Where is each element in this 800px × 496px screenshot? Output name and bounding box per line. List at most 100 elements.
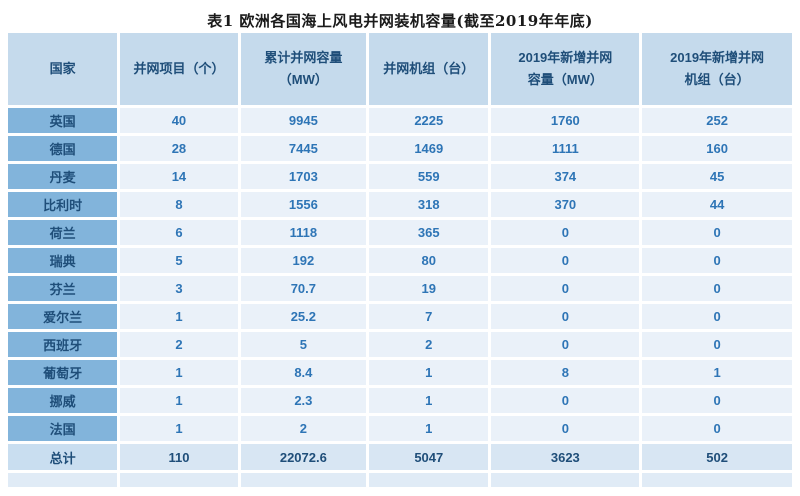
- table-row: 挪威 1 2.3 1 0 0: [8, 388, 792, 413]
- partial-cell: [642, 473, 792, 487]
- partial-cell: [120, 473, 238, 487]
- value-cell: 70.7: [240, 276, 367, 301]
- value-cell: 40: [120, 108, 238, 133]
- table-body: 英国 40 9945 2225 1760 252 德国 28 7445 1469 1111 160 丹麦…: [8, 108, 792, 487]
- header-cell-2: 累计并网容量 （MW）: [240, 33, 367, 105]
- total-value-cell: 5047: [369, 444, 489, 470]
- country-cell: 比利时: [8, 192, 118, 217]
- value-cell: 0: [491, 304, 640, 329]
- value-cell: 1: [120, 304, 238, 329]
- value-cell: 365: [369, 220, 489, 245]
- value-cell: 5: [240, 332, 367, 357]
- value-cell: 2225: [369, 108, 489, 133]
- table-row: 英国 40 9945 2225 1760 252: [8, 108, 792, 133]
- value-cell: 2: [120, 332, 238, 357]
- table-row: 法国 1 2 1 0 0: [8, 416, 792, 441]
- value-cell: 44: [642, 192, 792, 217]
- country-cell: 西班牙: [8, 332, 118, 357]
- value-cell: 252: [642, 108, 792, 133]
- value-cell: 8.4: [240, 360, 367, 385]
- value-cell: 8: [120, 192, 238, 217]
- header-cell-1: 并网项目（个）: [120, 33, 238, 105]
- header-cell-4: 2019年新增并网 容量（MW）: [491, 33, 640, 105]
- total-value-cell: 110: [120, 444, 238, 470]
- partial-cell: [491, 473, 640, 487]
- table-row: 德国 28 7445 1469 1111 160: [8, 136, 792, 161]
- table-header: 国家 并网项目（个） 累计并网容量 （MW） 并网机组（台） 2019年新增并网 容量（…: [8, 33, 792, 105]
- header-cell-5: 2019年新增并网 机组（台）: [642, 33, 792, 105]
- partial-cutoff-row: [8, 473, 792, 487]
- header-cell-0: 国家: [8, 33, 118, 105]
- value-cell: 1703: [240, 164, 367, 189]
- value-cell: 2: [240, 416, 367, 441]
- value-cell: 80: [369, 248, 489, 273]
- value-cell: 1556: [240, 192, 367, 217]
- value-cell: 7: [369, 304, 489, 329]
- value-cell: 6: [120, 220, 238, 245]
- table-row: 爱尔兰 1 25.2 7 0 0: [8, 304, 792, 329]
- country-cell: 法国: [8, 416, 118, 441]
- total-row: 总计 110 22072.6 5047 3623 502: [8, 444, 792, 470]
- value-cell: 2.3: [240, 388, 367, 413]
- value-cell: 1: [120, 416, 238, 441]
- value-cell: 160: [642, 136, 792, 161]
- value-cell: 0: [491, 220, 640, 245]
- total-value-cell: 502: [642, 444, 792, 470]
- value-cell: 0: [642, 388, 792, 413]
- value-cell: 3: [120, 276, 238, 301]
- value-cell: 1: [369, 360, 489, 385]
- total-value-cell: 3623: [491, 444, 640, 470]
- value-cell: 2: [369, 332, 489, 357]
- value-cell: 14: [120, 164, 238, 189]
- table-row: 比利时 8 1556 318 370 44: [8, 192, 792, 217]
- value-cell: 0: [642, 248, 792, 273]
- value-cell: 19: [369, 276, 489, 301]
- wind-power-table: 国家 并网项目（个） 累计并网容量 （MW） 并网机组（台） 2019年新增并网 容量（…: [5, 30, 795, 490]
- value-cell: 7445: [240, 136, 367, 161]
- value-cell: 0: [642, 332, 792, 357]
- country-cell: 挪威: [8, 388, 118, 413]
- country-cell: 德国: [8, 136, 118, 161]
- value-cell: 45: [642, 164, 792, 189]
- value-cell: 0: [491, 416, 640, 441]
- value-cell: 1118: [240, 220, 367, 245]
- value-cell: 0: [491, 332, 640, 357]
- country-cell: 爱尔兰: [8, 304, 118, 329]
- value-cell: 0: [491, 388, 640, 413]
- value-cell: 0: [642, 276, 792, 301]
- country-cell: 英国: [8, 108, 118, 133]
- value-cell: 25.2: [240, 304, 367, 329]
- country-cell: 葡萄牙: [8, 360, 118, 385]
- value-cell: 0: [491, 276, 640, 301]
- value-cell: 0: [642, 304, 792, 329]
- country-cell: 芬兰: [8, 276, 118, 301]
- value-cell: 1469: [369, 136, 489, 161]
- partial-cell: [369, 473, 489, 487]
- value-cell: 318: [369, 192, 489, 217]
- header-cell-3: 并网机组（台）: [369, 33, 489, 105]
- value-cell: 1: [369, 388, 489, 413]
- value-cell: 0: [642, 220, 792, 245]
- value-cell: 1: [369, 416, 489, 441]
- partial-cell: [240, 473, 367, 487]
- header-row: 国家 并网项目（个） 累计并网容量 （MW） 并网机组（台） 2019年新增并网 容量（…: [8, 33, 792, 105]
- table-row: 荷兰 6 1118 365 0 0: [8, 220, 792, 245]
- country-cell: 瑞典: [8, 248, 118, 273]
- value-cell: 559: [369, 164, 489, 189]
- value-cell: 0: [642, 416, 792, 441]
- value-cell: 8: [491, 360, 640, 385]
- table-row: 葡萄牙 1 8.4 1 8 1: [8, 360, 792, 385]
- value-cell: 1: [120, 360, 238, 385]
- table-row: 西班牙 2 5 2 0 0: [8, 332, 792, 357]
- table-row: 瑞典 5 192 80 0 0: [8, 248, 792, 273]
- table-row: 芬兰 3 70.7 19 0 0: [8, 276, 792, 301]
- value-cell: 192: [240, 248, 367, 273]
- table-row: 丹麦 14 1703 559 374 45: [8, 164, 792, 189]
- value-cell: 370: [491, 192, 640, 217]
- value-cell: 374: [491, 164, 640, 189]
- value-cell: 0: [491, 248, 640, 273]
- partial-cell: [8, 473, 118, 487]
- country-cell: 丹麦: [8, 164, 118, 189]
- value-cell: 1: [642, 360, 792, 385]
- table-title: 表1 欧洲各国海上风电并网装机容量(截至2019年年底): [207, 12, 593, 30]
